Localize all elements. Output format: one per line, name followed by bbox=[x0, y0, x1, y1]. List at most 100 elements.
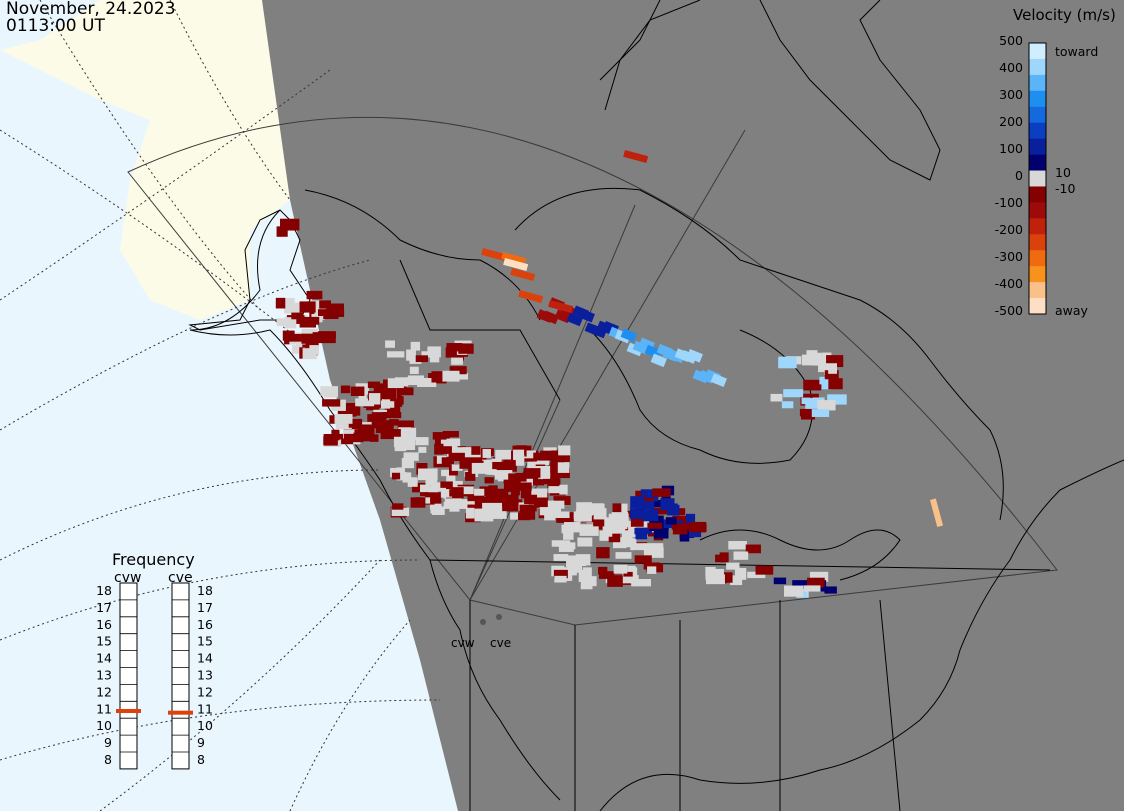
scatter-cell bbox=[471, 446, 481, 455]
scatter-cell bbox=[409, 356, 422, 364]
scatter-cell bbox=[623, 150, 649, 163]
scatter-cell bbox=[322, 399, 341, 407]
scatter-cell bbox=[440, 489, 453, 498]
scatter-cell bbox=[386, 351, 405, 358]
colorbar-segment bbox=[1029, 266, 1046, 283]
scatter-cell bbox=[383, 387, 397, 400]
scatter-cell bbox=[427, 346, 441, 358]
scatter-cell bbox=[417, 378, 437, 387]
scatter-cell bbox=[329, 303, 344, 316]
scatter-cell bbox=[643, 543, 664, 552]
site-label-cvw: cvw bbox=[451, 636, 475, 650]
scatter-cell bbox=[781, 401, 794, 409]
scatter-cell bbox=[418, 468, 438, 481]
scatter-cell bbox=[458, 343, 474, 354]
scatter-cell bbox=[286, 298, 295, 305]
scatter-cell bbox=[432, 432, 447, 440]
scatter-cell bbox=[615, 503, 628, 513]
frequency-tick-label: 18 bbox=[197, 583, 213, 598]
radar-site-cvw[interactable] bbox=[480, 619, 486, 625]
scatter-cell bbox=[430, 502, 442, 514]
colorbar-segment bbox=[1029, 58, 1046, 76]
scatter-cell bbox=[388, 419, 399, 426]
arc-cell bbox=[686, 348, 703, 363]
colorbar-segment bbox=[1029, 122, 1046, 140]
scatter-cell bbox=[396, 387, 414, 396]
colorbar-segment bbox=[1029, 298, 1046, 315]
frequency-gauge-cvw bbox=[119, 582, 138, 770]
scatter-cell bbox=[446, 343, 463, 352]
scatter-cell bbox=[385, 340, 395, 348]
colorbar-segment bbox=[1029, 202, 1046, 219]
scatter-cell bbox=[398, 427, 412, 435]
colorbar-frame bbox=[1028, 42, 1047, 315]
scatter-cell bbox=[410, 341, 421, 351]
scatter-cell bbox=[508, 473, 527, 482]
scatter-cell bbox=[645, 490, 659, 502]
scatter-cell bbox=[805, 398, 825, 410]
scatter-cell bbox=[569, 524, 581, 533]
scatter-cell bbox=[367, 414, 377, 422]
velocity-tick-label: -100 bbox=[995, 195, 1023, 210]
scatter-cell bbox=[520, 478, 533, 486]
scatter-cell bbox=[472, 455, 487, 462]
scatter-cell bbox=[391, 507, 410, 517]
scatter-cell bbox=[355, 398, 375, 407]
velocity-colorbar: 500400300200100100-10-100-200-300-400-50… bbox=[995, 33, 1099, 318]
radar-site-cve[interactable] bbox=[496, 614, 502, 620]
scatter-cell bbox=[310, 300, 327, 312]
scatter-cell bbox=[533, 452, 554, 461]
toward-label: toward bbox=[1055, 44, 1098, 59]
scatter-cell bbox=[353, 432, 371, 442]
scatter-cell bbox=[481, 248, 507, 261]
frequency-marker bbox=[116, 708, 141, 713]
scatter-cell bbox=[441, 457, 454, 465]
scatter-cell bbox=[630, 543, 646, 551]
scatter-cell bbox=[501, 494, 519, 505]
frequency-tick-label: 10 bbox=[197, 718, 213, 733]
frequency-tick-label: 16 bbox=[96, 617, 112, 632]
scatter-cell bbox=[631, 578, 651, 587]
scatter-cell bbox=[622, 575, 639, 584]
velocity-tick-label: 10 bbox=[1055, 165, 1071, 180]
colorbar-segment bbox=[1029, 234, 1046, 251]
scatter-cell bbox=[488, 485, 498, 494]
colorbar-segment bbox=[1029, 218, 1046, 235]
velocity-tick-label: -200 bbox=[995, 222, 1023, 237]
scatter-cell bbox=[576, 502, 592, 511]
colorbar-segment bbox=[1029, 154, 1046, 172]
scatter-cell bbox=[561, 524, 570, 534]
scatter-cell bbox=[604, 517, 614, 529]
velocity-tick-label: -400 bbox=[995, 276, 1023, 291]
scatter-cell bbox=[642, 509, 659, 522]
scatter-cell bbox=[276, 318, 290, 326]
scatter-cell bbox=[482, 502, 503, 514]
away-label: away bbox=[1055, 303, 1089, 318]
scatter-cell bbox=[401, 457, 415, 469]
scatter-cell bbox=[555, 511, 570, 519]
arc-cell bbox=[590, 324, 607, 339]
frequency-tick-label: 15 bbox=[197, 634, 213, 649]
frequency-tick-label: 8 bbox=[104, 752, 112, 767]
scatter-cell bbox=[627, 565, 636, 572]
scatter-cell bbox=[660, 498, 675, 511]
scatter-cell bbox=[730, 575, 743, 586]
scatter-cell bbox=[538, 470, 548, 479]
scatter-cell bbox=[465, 507, 475, 519]
radar-label-cvw: cvw bbox=[114, 570, 142, 586]
scatter-cell bbox=[430, 482, 449, 492]
scatter-cell bbox=[449, 366, 467, 375]
scatter-cell bbox=[301, 328, 318, 338]
scatter-cell bbox=[358, 393, 367, 402]
velocity-cells bbox=[275, 150, 944, 598]
velocity-tick-label: 100 bbox=[999, 141, 1023, 156]
daylight-land bbox=[0, 0, 290, 320]
colorbar-segment bbox=[1029, 186, 1046, 203]
frequency-tick-label: 15 bbox=[96, 634, 112, 649]
arc-cell bbox=[542, 310, 559, 325]
scatter-cell bbox=[593, 508, 607, 520]
scatter-cell bbox=[415, 355, 429, 363]
scatter-cell bbox=[459, 458, 479, 469]
scatter-cell bbox=[613, 564, 628, 574]
